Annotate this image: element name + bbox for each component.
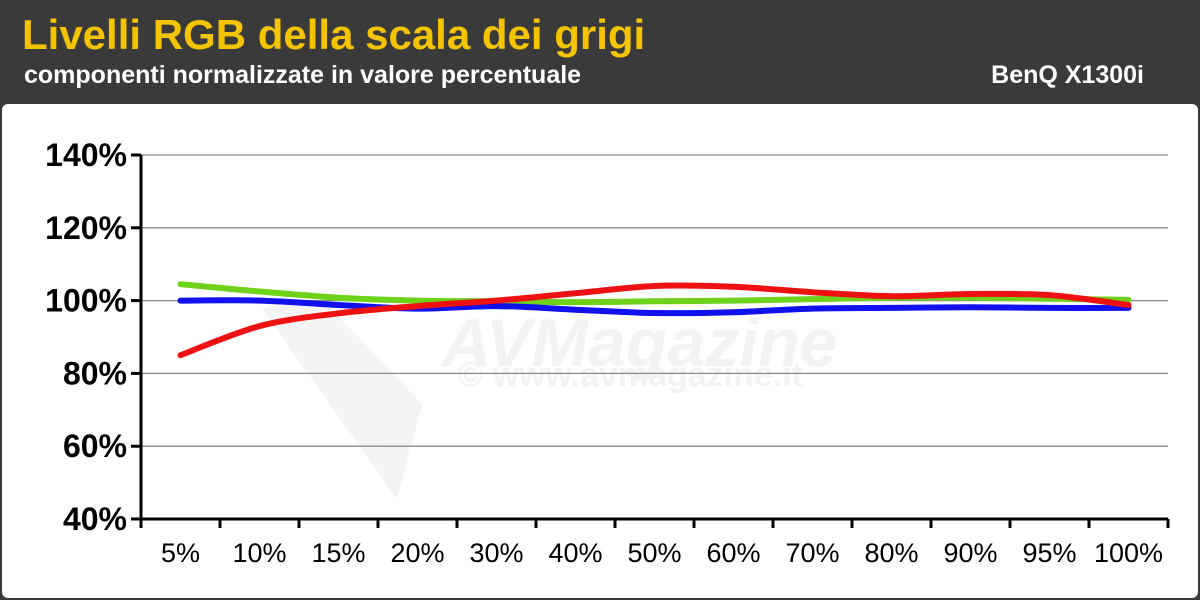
- x-tick-label: 80%: [864, 538, 918, 568]
- series-line-red: [177, 282, 1132, 359]
- x-tick-label: 70%: [785, 538, 839, 568]
- axes: [131, 153, 1170, 528]
- x-tick-label: 5%: [161, 538, 200, 568]
- line-chart: AVMagazine © www.avmagazine.it 40% 60% 80%…: [45, 137, 1170, 568]
- watermark: AVMagazine © www.avmagazine.it: [262, 299, 837, 499]
- y-tick-labels: 40% 60% 80% 100% 120% 140%: [45, 137, 127, 537]
- x-tick-label: 40%: [548, 538, 602, 568]
- plot-panel: AVMagazine © www.avmagazine.it 40% 60% 80%…: [2, 104, 1198, 598]
- y-tick-label: 120%: [45, 210, 127, 246]
- x-tick-label: 30%: [469, 538, 523, 568]
- y-tick-label: 80%: [63, 355, 127, 391]
- x-tick-label: 90%: [943, 538, 997, 568]
- watermark-logo: AVMagazine: [440, 305, 837, 381]
- x-tick-label: 10%: [232, 538, 286, 568]
- x-tick-label: 95%: [1022, 538, 1076, 568]
- x-tick-label: 15%: [311, 538, 365, 568]
- chart-title: Livelli RGB della scala dei grigi: [22, 11, 646, 58]
- x-tick-labels: 5% 10% 15% 20% 30% 40% 50% 60% 70% 80% 90% 95% 100%: [161, 538, 1163, 568]
- x-tick-label: 100%: [1094, 538, 1163, 568]
- x-tick-label: 20%: [390, 538, 444, 568]
- watermark-logo-shape: [262, 299, 422, 499]
- series-lines: [177, 281, 1132, 359]
- y-tick-label: 60%: [63, 428, 127, 464]
- series-line-green: [177, 281, 1132, 306]
- y-tick-label: 100%: [45, 283, 127, 319]
- y-tick-label: 40%: [63, 501, 127, 537]
- x-tick-label: 50%: [627, 538, 681, 568]
- watermark-url: © www.avmagazine.it: [458, 356, 803, 394]
- chart-subtitle: componenti normalizzate in valore percen…: [24, 61, 582, 89]
- series-line-blue: [177, 297, 1132, 317]
- x-tick-label: 60%: [706, 538, 760, 568]
- y-tick-label: 140%: [45, 137, 127, 173]
- device-name: BenQ X1300i: [991, 61, 1144, 89]
